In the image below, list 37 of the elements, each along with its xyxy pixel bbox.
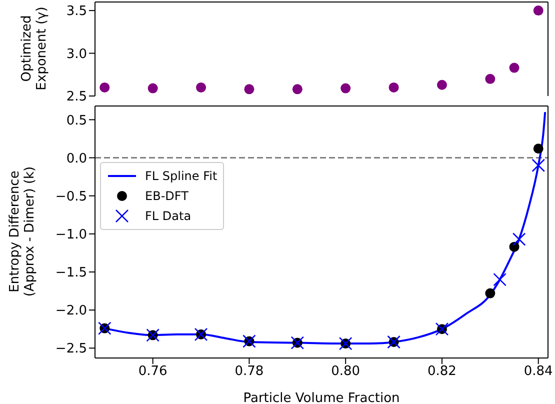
y-tick-label: −1.0 (55, 228, 87, 243)
point (436, 80, 447, 90)
x-tick-label: 0.76 (138, 364, 168, 380)
y-tick-label: 3.0 (66, 46, 87, 62)
point (493, 272, 506, 286)
y-tick-label: 2.5 (66, 90, 87, 105)
y-axis-title: Optimized Exponent (γ) (20, 6, 50, 90)
x-tick-label: 0.80 (331, 364, 360, 380)
point (292, 84, 302, 94)
point (485, 74, 496, 84)
point (532, 158, 546, 172)
y-tick-label: 3.5 (66, 4, 87, 20)
y-axis-title: Entropy Difference (Approx - Dimer) (k) (8, 166, 38, 297)
point (196, 82, 206, 92)
x-tick-label: 0.84 (524, 364, 553, 380)
y-tick-label: −0.5 (55, 189, 87, 204)
y-tick-label: −2.5 (55, 342, 87, 357)
point (485, 288, 496, 298)
point (388, 82, 399, 92)
point (512, 232, 526, 246)
legend-label: FL Spline Fit (145, 169, 218, 183)
legend-label: FL Data (145, 209, 192, 223)
point (100, 82, 110, 92)
point (533, 144, 544, 154)
x-tick-label: 0.78 (234, 364, 264, 380)
x-tick-label: 0.82 (428, 364, 456, 380)
point (244, 84, 254, 94)
point (509, 62, 520, 73)
y-tick-label: 0.0 (66, 151, 87, 166)
x-axis-title: Particle Volume Fraction (243, 391, 400, 404)
y-tick-label: −1.5 (55, 266, 87, 281)
point (148, 83, 158, 94)
y-tick-label: 0.5 (66, 113, 87, 128)
point (533, 6, 544, 16)
legend-label: EB-DFT (145, 189, 188, 203)
y-tick-label: −2.0 (55, 304, 87, 319)
point (340, 83, 351, 94)
